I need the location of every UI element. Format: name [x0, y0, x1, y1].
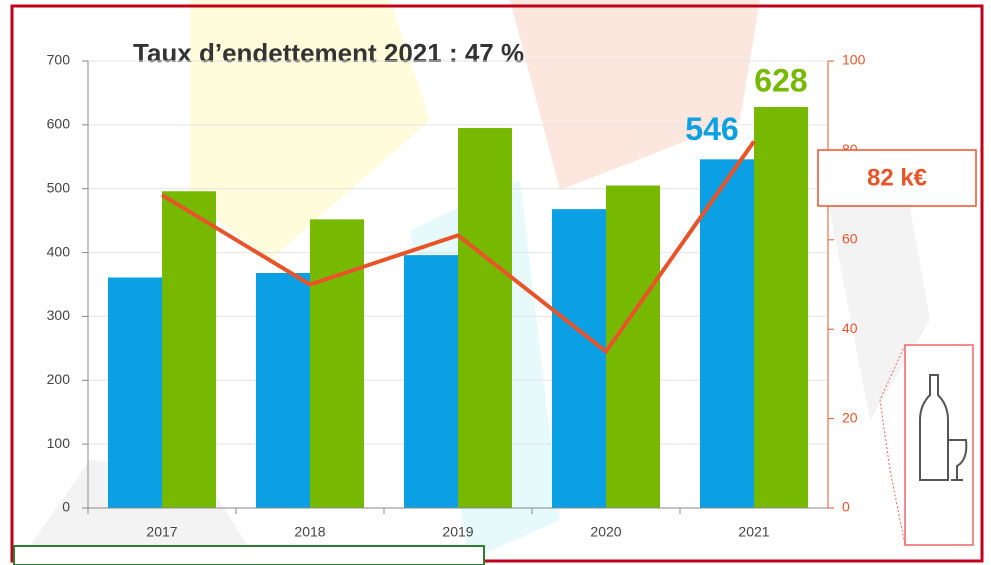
x-tick-label: 2018 — [294, 524, 325, 540]
bar — [256, 273, 310, 508]
bar — [700, 159, 754, 508]
bar — [310, 219, 364, 508]
line — [160, 140, 756, 355]
bar — [606, 185, 660, 508]
bar — [108, 277, 162, 508]
y-tick-label: 200 — [47, 371, 71, 387]
data-label: 82 k€ — [867, 164, 927, 191]
bar — [458, 128, 512, 509]
data-label-box — [817, 149, 977, 207]
bar — [552, 209, 606, 509]
data-label: 546 — [685, 111, 738, 147]
frame — [10, 4, 984, 563]
footer-box — [13, 545, 485, 565]
bottle-icon — [879, 344, 974, 546]
y-tick-label: 0 — [62, 499, 70, 515]
y-tick-label: 600 — [47, 116, 71, 132]
y-tick-label: 300 — [47, 307, 71, 323]
bar — [754, 106, 808, 508]
x-tick-label: 2021 — [738, 524, 769, 540]
y2-tick-label: 60 — [842, 231, 858, 247]
chart-title: Taux d’endettement 2021 : 47 % — [133, 38, 524, 68]
x-tick-label: 2019 — [442, 524, 473, 540]
y2-tick-label: 0 — [842, 499, 850, 515]
y-tick-label: 100 — [47, 435, 71, 451]
y2-tick-label: 20 — [842, 409, 858, 425]
y2-tick-label: 100 — [842, 52, 866, 68]
x-tick-label: 2017 — [146, 524, 177, 540]
y-tick-label: 700 — [47, 52, 71, 68]
y-tick-label: 400 — [47, 243, 71, 259]
y2-tick-label: 40 — [842, 320, 858, 336]
data-label: 628 — [754, 62, 807, 98]
bar — [404, 255, 458, 508]
bar — [162, 191, 216, 509]
x-tick-label: 2020 — [590, 524, 621, 540]
y-tick-label: 500 — [47, 179, 71, 195]
